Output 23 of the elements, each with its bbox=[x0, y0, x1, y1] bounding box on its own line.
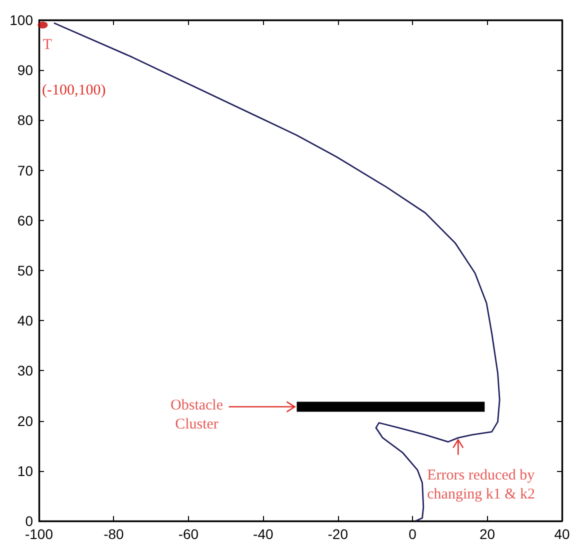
y-tick-label: 80 bbox=[17, 112, 34, 128]
y-tick-label: 0 bbox=[25, 513, 34, 529]
annotation: T bbox=[42, 37, 52, 54]
x-tick-label: -80 bbox=[104, 526, 124, 542]
y-tick-label: 60 bbox=[17, 212, 34, 228]
x-tick-label: -20 bbox=[328, 526, 348, 542]
x-tick-label: 40 bbox=[554, 526, 570, 542]
y-tick-label: 70 bbox=[17, 162, 34, 178]
x-tick-label: 0 bbox=[408, 526, 417, 542]
y-tick-label: 40 bbox=[17, 312, 34, 329]
y-tick-label: 20 bbox=[17, 412, 34, 429]
annotation: (-100,100) bbox=[42, 82, 106, 98]
y-tick-label: 100 bbox=[10, 12, 34, 28]
y-tick-label: 50 bbox=[17, 262, 34, 278]
y-tick-label: 30 bbox=[17, 362, 34, 379]
annotation: Obstacle Cluster bbox=[170, 397, 224, 432]
x-tick-label: -40 bbox=[253, 526, 274, 542]
x-tick-label: 20 bbox=[479, 526, 496, 542]
y-tick-label: 90 bbox=[17, 62, 34, 78]
x-tick-label: -100 bbox=[24, 526, 54, 542]
annotation: Errors reduced by changing k1 & k2 bbox=[427, 467, 536, 502]
x-tick-label: -60 bbox=[178, 526, 199, 542]
y-tick-label: 10 bbox=[17, 462, 34, 479]
